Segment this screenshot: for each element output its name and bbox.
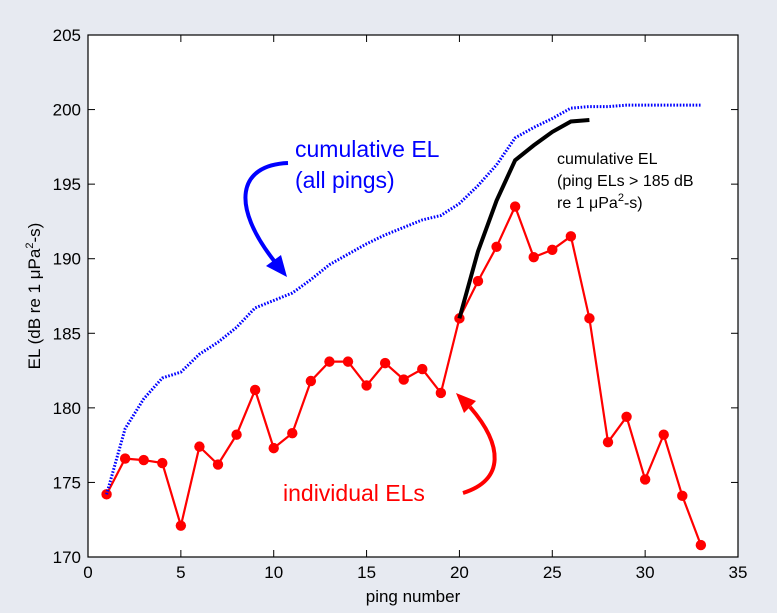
x-tick-label: 20: [450, 563, 469, 582]
y-axis-label-b: -s): [25, 223, 44, 243]
data-point-individual: [231, 429, 242, 440]
plot-area: [87, 34, 739, 558]
y-axis-label-sup: 2: [24, 243, 36, 249]
annotation-cumulative-185-line2: (ping ELs > 185 dB: [557, 173, 694, 190]
annotation-individual: individual ELs: [283, 480, 425, 506]
data-point-individual: [175, 520, 187, 531]
x-tick-label: 35: [729, 563, 748, 582]
data-point-individual: [491, 241, 502, 252]
x-tick-label: 30: [636, 563, 655, 582]
data-point-individual: [212, 459, 224, 470]
data-point-individual: [194, 441, 205, 452]
y-tick-label: 175: [53, 473, 81, 492]
data-point-individual: [138, 454, 149, 466]
data-point-individual: [677, 490, 688, 502]
x-axis-label: ping number: [366, 587, 461, 606]
annotation-cumulative-185-line1: cumulative EL: [557, 151, 658, 168]
x-tick-label: 5: [176, 563, 185, 582]
series-line-cumulative_all: [105, 103, 701, 495]
data-point-individual: [379, 357, 391, 369]
data-point-individual: [324, 356, 335, 367]
data-point-individual: [398, 374, 409, 385]
x-tick-label: 10: [264, 563, 283, 582]
data-point-individual: [435, 387, 447, 399]
arrow-red: [456, 393, 497, 495]
annotation-cumulative-185-line3: re 1 μPa2-s): [557, 192, 643, 212]
data-point-individual: [565, 231, 577, 242]
data-point-individual: [472, 275, 484, 287]
y-axis-label: EL (dB re 1 μPa2-s): [24, 223, 44, 370]
annotation-cumulative-all-line2: (all pings): [295, 167, 395, 193]
arrow-blue: [243, 161, 289, 277]
data-point-individual: [547, 244, 558, 255]
data-point-individual: [602, 436, 614, 448]
annotation-line3-b: -s): [624, 195, 643, 212]
y-tick-label: 205: [53, 26, 81, 45]
data-point-individual: [361, 380, 372, 391]
y-axis-label-a: EL (dB re 1 μPa: [25, 248, 44, 369]
data-point-individual: [119, 453, 131, 464]
data-point-individual: [509, 201, 521, 212]
data-point-individual: [584, 313, 595, 324]
annotation-line3-sup: 2: [618, 192, 624, 204]
x-tick-label: 25: [543, 563, 562, 582]
annotation-cumulative-all-line1: cumulative EL: [295, 136, 440, 162]
data-point-individual: [305, 375, 317, 387]
y-tick-label: 190: [53, 250, 81, 269]
data-point-individual: [695, 539, 707, 551]
data-point-individual: [528, 252, 539, 263]
data-point-individual: [342, 356, 354, 367]
y-tick-label: 170: [53, 548, 81, 567]
axis-ticks: 0 5 10 15 20 25 30 35 170 175 180 185 190 195 200 205: [53, 26, 748, 582]
y-tick-label: 180: [53, 399, 81, 418]
data-point-individual: [621, 411, 632, 423]
y-tick-label: 195: [53, 175, 81, 194]
data-point-individual: [287, 428, 298, 439]
annotation-line3-a: re 1 μPa: [557, 195, 618, 212]
data-point-individual: [157, 457, 168, 469]
series-layer: [101, 103, 707, 551]
y-tick-label: 200: [53, 101, 81, 120]
y-tick-label: 185: [53, 324, 81, 343]
data-point-individual: [249, 384, 261, 396]
data-point-individual: [658, 429, 669, 440]
data-point-individual: [268, 442, 279, 454]
data-point-individual: [417, 363, 428, 375]
x-tick-label: 0: [83, 563, 92, 582]
x-tick-label: 15: [357, 563, 376, 582]
data-point-individual: [639, 474, 651, 485]
series-line-cumulative_185: [457, 118, 590, 319]
